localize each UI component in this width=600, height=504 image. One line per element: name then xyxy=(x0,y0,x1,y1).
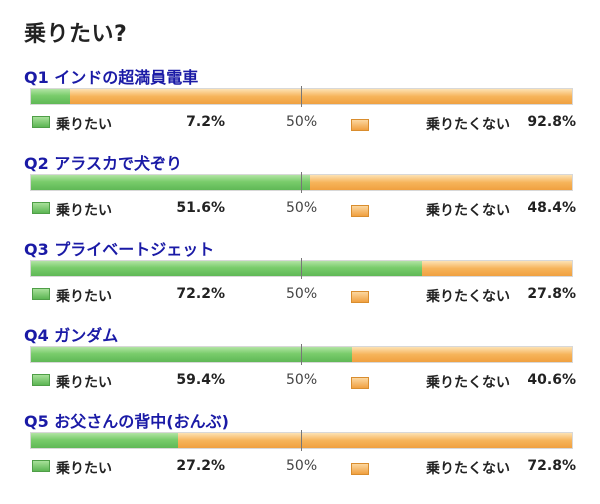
bar-segment-yes xyxy=(31,433,180,448)
no-legend-swatch xyxy=(351,463,369,475)
no-percent: 40.6% xyxy=(527,372,576,388)
yes-percent: 59.4% xyxy=(176,372,225,388)
yes-percent: 7.2% xyxy=(186,114,225,130)
no-label: 乗りたくない xyxy=(426,117,510,133)
page-title: 乗りたい? xyxy=(24,22,128,47)
midpoint-label: 50% xyxy=(286,200,318,216)
no-legend-swatch xyxy=(351,291,369,303)
result-row: 乗りたい 7.2% 50% 乗りたくない 92.8% xyxy=(0,113,600,133)
question-label: Q4 ガンダム xyxy=(24,326,119,345)
no-percent: 92.8% xyxy=(527,114,576,130)
midpoint-tick xyxy=(301,258,302,279)
bar-segment-no xyxy=(352,347,572,362)
midpoint-label: 50% xyxy=(286,372,318,388)
no-percent: 27.8% xyxy=(527,286,576,302)
midpoint-tick xyxy=(301,86,302,107)
yes-label: 乗りたい xyxy=(56,289,112,305)
yes-percent: 72.2% xyxy=(176,286,225,302)
no-legend-swatch xyxy=(351,377,369,389)
no-percent: 72.8% xyxy=(527,458,576,474)
no-label: 乗りたくない xyxy=(426,461,510,477)
bar-segment-yes xyxy=(31,175,312,190)
question-2: Q2 アラスカで犬ぞり 乗りたい 51.6% 50% 乗りたくない 48.4% xyxy=(0,150,600,234)
question-label: Q2 アラスカで犬ぞり xyxy=(24,154,182,173)
midpoint-label: 50% xyxy=(286,458,318,474)
midpoint-label: 50% xyxy=(286,286,318,302)
yes-label: 乗りたい xyxy=(56,375,112,391)
question-label: Q5 お父さんの背中(おんぶ) xyxy=(24,412,229,431)
bar-segment-yes xyxy=(31,347,354,362)
bar-segment-yes xyxy=(31,89,71,104)
no-label: 乗りたくない xyxy=(426,203,510,219)
no-percent: 48.4% xyxy=(527,200,576,216)
question-label: Q1 インドの超満員電車 xyxy=(24,68,199,87)
question-5: Q5 お父さんの背中(おんぶ) 乗りたい 27.2% 50% 乗りたくない 72… xyxy=(0,408,600,492)
midpoint-tick xyxy=(301,344,302,365)
bar-segment-no xyxy=(310,175,572,190)
yes-label: 乗りたい xyxy=(56,461,112,477)
no-legend-swatch xyxy=(351,119,369,131)
midpoint-label: 50% xyxy=(286,114,318,130)
result-row: 乗りたい 72.2% 50% 乗りたくない 27.8% xyxy=(0,285,600,305)
yes-legend-swatch xyxy=(32,288,50,300)
yes-legend-swatch xyxy=(32,116,50,128)
result-row: 乗りたい 27.2% 50% 乗りたくない 72.8% xyxy=(0,457,600,477)
result-row: 乗りたい 51.6% 50% 乗りたくない 48.4% xyxy=(0,199,600,219)
question-4: Q4 ガンダム 乗りたい 59.4% 50% 乗りたくない 40.6% xyxy=(0,322,600,406)
midpoint-tick xyxy=(301,172,302,193)
bar-segment-no xyxy=(178,433,572,448)
yes-percent: 51.6% xyxy=(176,200,225,216)
yes-legend-swatch xyxy=(32,460,50,472)
yes-legend-swatch xyxy=(32,374,50,386)
bar-segment-yes xyxy=(31,261,423,276)
question-1: Q1 インドの超満員電車 乗りたい 7.2% 50% 乗りたくない 92.8% xyxy=(0,64,600,148)
yes-label: 乗りたい xyxy=(56,117,112,133)
question-3: Q3 プライベートジェット 乗りたい 72.2% 50% 乗りたくない 27.8… xyxy=(0,236,600,320)
midpoint-tick xyxy=(301,430,302,451)
result-row: 乗りたい 59.4% 50% 乗りたくない 40.6% xyxy=(0,371,600,391)
no-label: 乗りたくない xyxy=(426,375,510,391)
no-legend-swatch xyxy=(351,205,369,217)
bar-segment-no xyxy=(421,261,572,276)
bar-segment-no xyxy=(69,89,572,104)
yes-percent: 27.2% xyxy=(176,458,225,474)
yes-legend-swatch xyxy=(32,202,50,214)
yes-label: 乗りたい xyxy=(56,203,112,219)
question-label: Q3 プライベートジェット xyxy=(24,240,215,259)
no-label: 乗りたくない xyxy=(426,289,510,305)
